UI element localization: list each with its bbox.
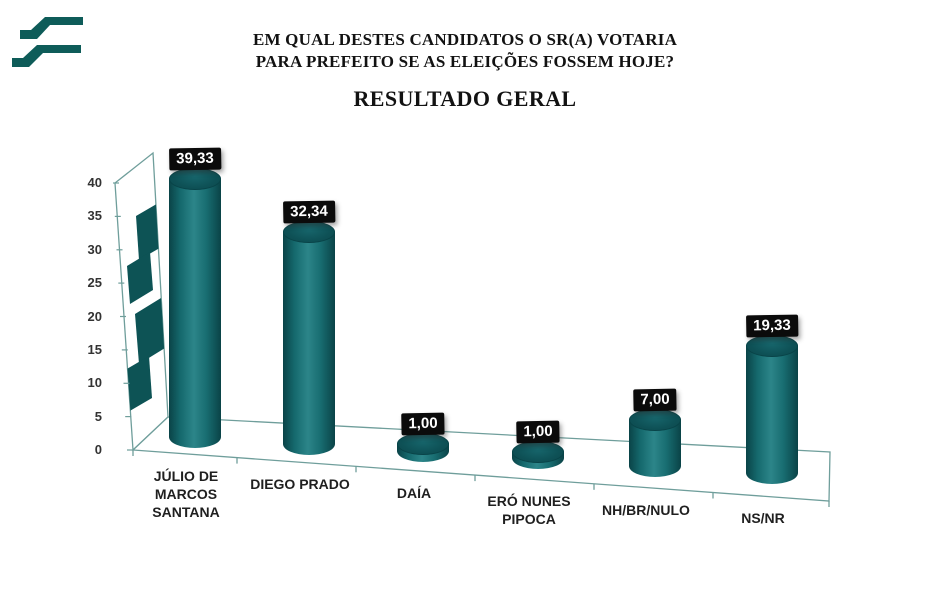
bar-value-label: 1,00: [401, 412, 445, 436]
category-label: DIEGO PRADO: [250, 476, 350, 493]
bar-cylinder-body: [169, 178, 221, 437]
y-tick-label: 25: [87, 275, 102, 291]
bar-cylinder-top: [169, 167, 221, 190]
wall-watermark-logo: [125, 202, 165, 412]
title-line-2: PARA PREFEITO SE AS ELEIÇÕES FOSSEM HOJE…: [255, 52, 675, 72]
category-label: NH/BR/NULO: [602, 501, 690, 518]
title-line-1: EM QUAL DESTES CANDIDATOS O SR(A) VOTARI…: [252, 30, 678, 49]
bar-value-label: 32,34: [283, 200, 335, 224]
y-tick-label: 35: [87, 208, 102, 224]
logo-band-bottom: [12, 45, 81, 67]
y-tick-label: 30: [87, 241, 102, 257]
y-tick-label: 0: [94, 442, 102, 457]
bar-value-label: 7,00: [633, 388, 677, 412]
category-label: DAÍA: [396, 484, 432, 501]
category-label: ERÓ NUNES PIPOCA: [487, 493, 571, 528]
y-axis-ticks: [113, 182, 133, 451]
y-tick-label: 10: [87, 375, 102, 391]
y-tick-label: 5: [94, 408, 102, 424]
y-tick-label: 15: [87, 341, 102, 357]
chart-title: EM QUAL DESTES CANDIDATOS O SR(A) VOTARI…: [0, 29, 930, 73]
bar-cylinder-top: [746, 335, 798, 358]
category-label: NS/NR: [741, 510, 785, 527]
y-tick-label: 20: [87, 308, 102, 324]
logo-band-top: [20, 17, 83, 39]
x-axis-ticks: [132, 450, 830, 507]
bar-value-label: 1,00: [516, 420, 560, 443]
bar-cylinder-top: [512, 440, 564, 463]
chart-subtitle: RESULTADO GERAL: [353, 86, 577, 111]
category-label: JÚLIO DE MARCOS SANTANA: [152, 467, 220, 521]
bar-cylinder-top: [397, 433, 449, 456]
bar-cylinder-top: [283, 220, 335, 243]
bar-value-label: 39,33: [169, 147, 221, 171]
y-tick-label: 40: [87, 175, 102, 190]
bar-value-label: 19,33: [746, 314, 798, 338]
bar-cylinder-top: [629, 408, 681, 431]
bar-cylinder-body: [283, 231, 335, 444]
brand-logo: [12, 17, 83, 67]
bar-cylinder-body: [746, 346, 798, 473]
